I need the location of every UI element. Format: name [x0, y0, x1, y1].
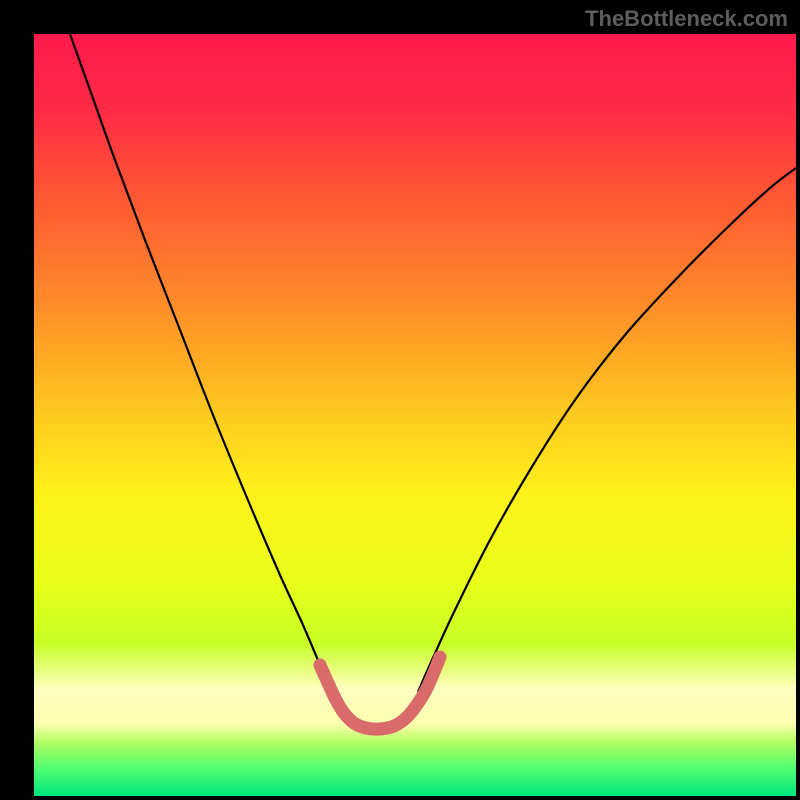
chart-container: TheBottleneck.com [0, 0, 800, 800]
bottleneck-curve [34, 34, 796, 796]
curve-right-branch [418, 168, 796, 692]
curve-left-branch [70, 34, 332, 692]
highlight-segment [320, 657, 440, 729]
plot-area [34, 34, 796, 796]
watermark-text: TheBottleneck.com [585, 6, 788, 32]
